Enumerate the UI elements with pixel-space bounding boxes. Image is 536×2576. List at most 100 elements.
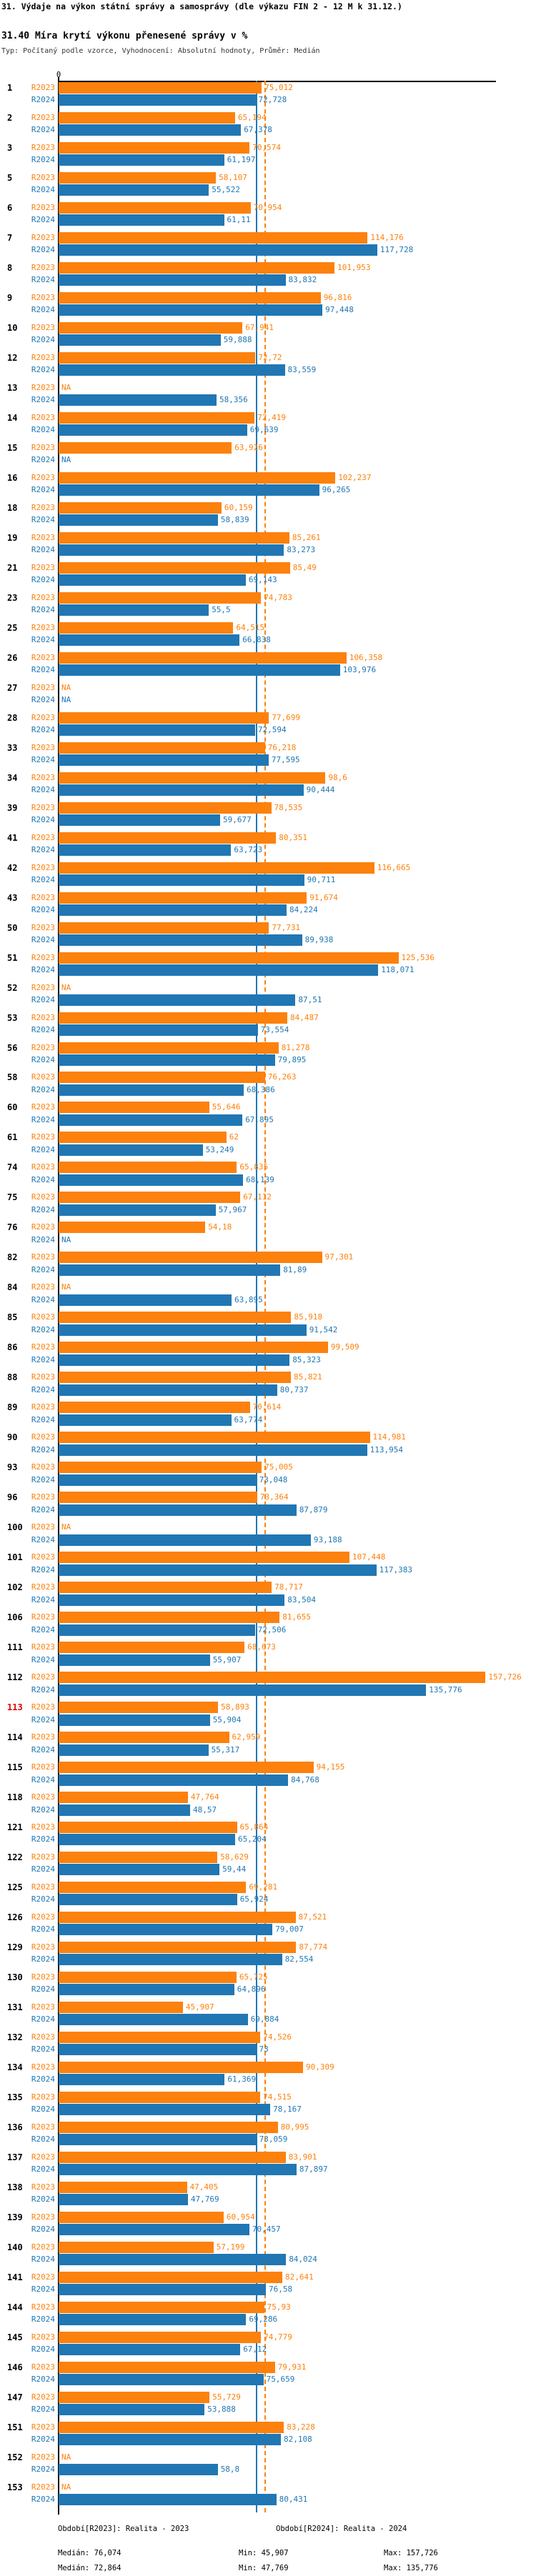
- bar-value-label: 57,967: [218, 1204, 247, 1214]
- bar-row-r2024: R2024 87,51: [0, 994, 536, 1006]
- row-number: 26: [7, 652, 18, 663]
- bar-group: 53 R2023 84,487 R2024 73,554: [0, 1012, 536, 1036]
- series-tick-label: R2023: [31, 1672, 55, 1682]
- bar-r2023: [59, 141, 250, 154]
- bar-r2023: [59, 1222, 206, 1234]
- series-tick-label: R2024: [31, 815, 55, 825]
- bar-value-label: 79,007: [275, 1924, 304, 1935]
- bar-row-r2023: R2023 58,629: [0, 1852, 536, 1864]
- bar-value-label: 47,769: [190, 2195, 219, 2205]
- series-tick-label: R2024: [31, 275, 55, 285]
- bar-group: 58 R2023 76,263 R2024 68,386: [0, 1072, 536, 1096]
- bar-value-label: 157,726: [488, 1672, 522, 1682]
- bar-row-r2023: R2023 72,419: [0, 411, 536, 424]
- series-tick-label: R2024: [31, 1834, 55, 1844]
- bar-group: 25 R2023 64,515 R2024 66,838: [0, 621, 536, 647]
- bar-value-label: 90,444: [306, 785, 335, 795]
- bar-row-r2024: R2024 57,967: [0, 1204, 536, 1216]
- bar-value-label: 87,51: [298, 994, 322, 1004]
- bar-group: 113 R2023 58,893 R2024 55,904: [0, 1702, 536, 1726]
- bar-row-r2024: R2024 84,768: [0, 1774, 536, 1786]
- bar-group: 90 R2023 114,981 R2024 113,954: [0, 1432, 536, 1456]
- bar-row-r2023: R2023 69,281: [0, 1882, 536, 1894]
- bar-r2024: [59, 2344, 241, 2356]
- row-number: 52: [7, 982, 18, 993]
- na-label: NA: [61, 1234, 71, 1244]
- row-number: 153: [7, 2482, 23, 2492]
- bar-value-label: 65,194: [237, 112, 267, 122]
- series-tick-label: R2024: [31, 485, 55, 495]
- series-tick-label: R2024: [31, 2045, 55, 2055]
- bar-value-label: 75,93: [267, 2302, 291, 2312]
- bar-row-r2024: R2024 59,677: [0, 814, 536, 827]
- row-number: 121: [7, 1822, 23, 1833]
- bar-r2024: [59, 2464, 218, 2476]
- row-number: 141: [7, 2272, 23, 2282]
- bar-row-r2023: R2023 91,674: [0, 892, 536, 904]
- bar-group: 56 R2023 81,278 R2024 79,895: [0, 1042, 536, 1066]
- bar-group: 6 R2023 70,954 R2024 61,11: [0, 201, 536, 226]
- series-tick-label: R2024: [31, 2495, 55, 2505]
- bar-row-r2024: R2024 72,728: [0, 94, 536, 106]
- bar-group: 27 R2023 NA R2024 NA: [0, 682, 536, 706]
- bar-group: 89 R2023 70,614 R2024 63,774: [0, 1402, 536, 1426]
- row-number: 76: [7, 1222, 18, 1233]
- bar-value-label: 125,536: [401, 952, 435, 962]
- bar-row-r2023: R2023 107,448: [0, 1552, 536, 1564]
- series-tick-label: R2023: [31, 1342, 55, 1352]
- legend-item-2024: Období[R2024]: Realita - 2024: [276, 2525, 407, 2533]
- row-number: 102: [7, 1582, 23, 1593]
- bar-row-r2023: R2023 114,981: [0, 1432, 536, 1444]
- bar-row-r2024: R2024 84,024: [0, 2254, 536, 2266]
- series-tick-label: R2024: [31, 215, 55, 225]
- bar-value-label: 73,364: [259, 1492, 289, 1502]
- bar-row-r2024: R2024 64,896: [0, 1984, 536, 1996]
- series-tick-label: R2023: [31, 2482, 55, 2492]
- bar-r2023: [59, 171, 217, 184]
- bar-row-r2024: R2024 96,265: [0, 484, 536, 496]
- row-number: 23: [7, 592, 18, 603]
- series-tick-label: R2023: [31, 2272, 55, 2282]
- series-tick-label: R2023: [31, 1012, 55, 1022]
- bar-group: 21 R2023 85,49 R2024 69,143: [0, 561, 536, 586]
- series-tick-label: R2023: [31, 742, 55, 752]
- bar-r2024: [59, 2434, 281, 2446]
- bar-value-label: 65,924: [239, 1894, 269, 1904]
- na-label: NA: [61, 382, 71, 392]
- bar-r2024: [59, 1054, 275, 1066]
- bar-value-label: 55,907: [212, 1654, 242, 1664]
- bar-r2023: [59, 2331, 262, 2343]
- bar-row-r2023: R2023 85,49: [0, 561, 536, 574]
- bar-group: 42 R2023 116,665 R2024 90,711: [0, 862, 536, 886]
- na-label: NA: [61, 982, 71, 992]
- bar-value-label: 67,12: [243, 2345, 267, 2355]
- row-number: 139: [7, 2212, 23, 2222]
- bar-row-r2023: R2023 NA: [0, 982, 536, 994]
- bar-row-r2023: R2023 55,646: [0, 1102, 536, 1114]
- bar-row-r2024: R2024 66,838: [0, 634, 536, 647]
- bar-row-r2024: R2024 103,976: [0, 664, 536, 677]
- bar-r2024: [59, 1744, 209, 1756]
- row-number: 8: [7, 262, 13, 273]
- bar-r2023: [59, 411, 255, 424]
- series-tick-label: R2024: [31, 1144, 55, 1154]
- bar-r2023: [59, 2061, 303, 2073]
- bar-value-label: 58,356: [219, 395, 248, 405]
- series-tick-label: R2023: [31, 83, 55, 92]
- row-number: 74: [7, 1162, 18, 1173]
- series-tick-label: R2023: [31, 1522, 55, 1532]
- bar-r2024: [59, 754, 269, 767]
- bar-row-r2024: R2024 91,542: [0, 1324, 536, 1336]
- bar-row-r2023: R2023 85,821: [0, 1372, 536, 1384]
- bar-r2024: [59, 244, 377, 256]
- series-tick-label: R2023: [31, 1582, 55, 1592]
- bar-r2024: [59, 1654, 210, 1666]
- bar-r2024: [59, 2134, 257, 2146]
- bar-r2024: [59, 154, 224, 166]
- bar-r2023: [59, 1972, 237, 1984]
- bar-r2023: [59, 1552, 349, 1564]
- bar-value-label: 87,897: [299, 2165, 328, 2175]
- bar-r2024: [59, 424, 247, 436]
- chart-title: 31.40 Míra krytí výkonu přenesené správy…: [1, 31, 248, 41]
- row-number: 18: [7, 502, 18, 513]
